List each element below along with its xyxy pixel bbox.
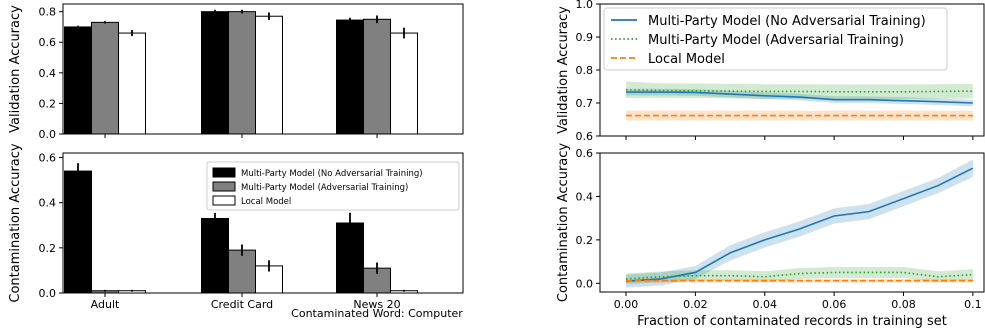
line-top-ytick-label: 0.8 [576,64,594,77]
bar-top-ytick-label: 0.6 [39,36,57,49]
line-bottom-xtick-label: 0.04 [753,298,778,311]
line-top-ytick-label: 1.0 [576,0,594,11]
bar-top-bar-s2-c2 [390,32,418,135]
line-bottom-ytick-label: 0.0 [576,277,594,290]
line-top-ytick-label: 0.6 [576,130,594,143]
bar-bottom-xtick-label: Credit Card [211,298,273,311]
line-bottom-xtick-label: 0.1 [964,298,982,311]
bar-top-bar-s2-c0 [118,32,146,135]
bar-bottom-bar-s0-c2 [336,222,364,294]
bar-bottom-bar-s2-c1 [255,265,283,294]
line-bottom-xtick-label: 0.02 [683,298,708,311]
line-bottom-ytick-label: 0.4 [576,190,594,203]
line-bottom-frame [599,152,985,293]
bar-top-ytick-label: 0.0 [39,128,57,141]
bar-top-bar-s0-c2 [336,19,364,135]
line-top-ytick-label: 0.9 [576,31,594,44]
bar-legend-swatch [212,181,236,192]
line-legend-label: Multi-Party Model (No Adversarial Traini… [648,14,926,29]
bar-legend-label: Multi-Party Model (No Adversarial Traini… [241,169,423,179]
line-legend: Multi-Party Model (No Adversarial Traini… [603,7,948,71]
bar-top-bar-s1-c1 [228,11,256,135]
bar-top-ytick-label: 0.4 [39,67,57,80]
line-top-panel: 0.6 0.7 0.8 0.9 1.0 Validation Accuracy Multi-… [556,0,985,143]
bar-legend-swatch [212,167,236,178]
line-xlabel: Fraction of contaminated records in trai… [637,314,947,329]
line-bottom-ytick-label: 0.2 [576,234,594,247]
bar-bottom-xtick-label: News 20 [353,298,400,311]
line-top-ylabel: Validation Accuracy [556,6,571,134]
bar-top-ylabel: Validation Accuracy [8,5,23,133]
bar-top-bar-s1-c0 [91,21,119,135]
bar-top-ytick-label: 0.8 [39,6,57,19]
line-legend-label: Multi-Party Model (Adversarial Training) [648,33,904,48]
bar-bottom-bar-s0-c0 [64,170,92,294]
bar-bottom-bar-s0-c1 [201,217,229,294]
bar-legend-box [206,161,460,211]
line-bottom-xtick-label: 0.06 [822,298,847,311]
line-legend-box [603,7,948,71]
line-top-line-s1 [625,89,973,93]
bar-legend-swatch [212,195,236,206]
line-bottom-line-s1 [625,271,973,280]
bar-bottom-frame [62,152,464,294]
line-legend-label: Local Model [648,52,725,67]
line-top-ytick-label: 0.7 [576,97,594,110]
line-bottom-ytick-label: 0.6 [576,147,594,160]
line-bottom-line-s0 [625,167,974,282]
line-bottom-xtick-label: 0.08 [891,298,916,311]
bar-bottom-ylabel: Contamination Accuracy [8,143,23,303]
bar-legend-label: Local Model [241,197,291,207]
bar-top-bar-s1-c2 [363,18,391,135]
line-bottom-ylabel: Contamination Accuracy [556,143,571,303]
bar-legend: Multi-Party Model (No Adversarial Traini… [206,161,460,211]
bar-bottom-ytick-label: 0.2 [39,242,57,255]
line-top-line-s0 [626,91,973,104]
bar-xlabel: Contaminated Word: Computer [291,307,463,320]
bar-bottom-ytick-label: 0.6 [39,152,57,165]
bar-top-ytick-label: 0.2 [39,97,57,110]
bar-bottom-ytick-label: 0.4 [39,197,57,210]
bar-top-frame [62,3,464,135]
bar-legend-label: Multi-Party Model (Adversarial Training) [241,183,408,193]
line-top-band-s1 [626,81,973,100]
bar-bottom-ytick-label: 0.0 [39,287,57,300]
bar-top-panel: 0.0 0.2 0.4 0.6 0.8 Validation Accuracy [8,3,464,141]
bar-top-bar-s0-c0 [64,26,92,135]
bar-bottom-bar-s1-c1 [228,249,256,294]
bar-top-bar-s2-c1 [255,15,283,135]
bar-top-bar-s0-c1 [201,11,229,135]
line-bottom-band-s0 [626,159,973,288]
line-bottom-xtick-label: 0.00 [614,298,639,311]
line-bottom-panel: 0.0 0.2 0.4 0.6 0.00 0.02 0.04 0.06 0.08 0.1 Conta… [556,143,985,329]
bar-bottom-xtick-label: Adult [91,298,120,311]
